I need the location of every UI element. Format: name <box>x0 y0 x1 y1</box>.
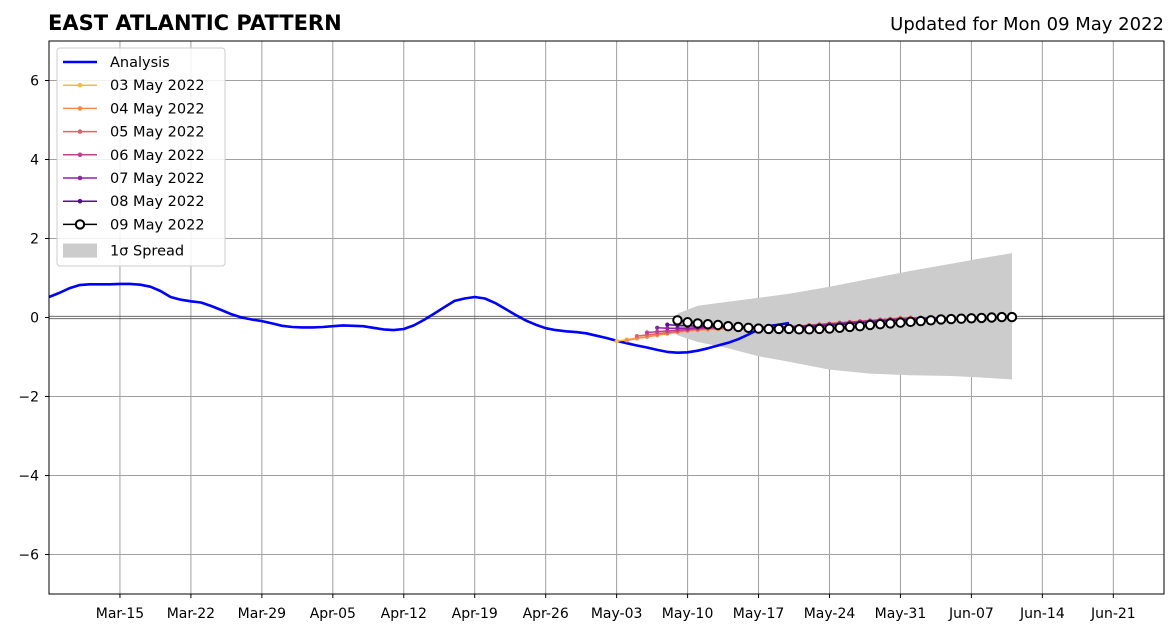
series-point <box>834 322 845 333</box>
legend-box <box>56 47 226 267</box>
x-tick-label: Apr-26 <box>523 606 569 622</box>
x-tick-label: May-03 <box>591 606 643 622</box>
legend-label: Analysis <box>110 55 170 71</box>
series-point <box>814 323 825 335</box>
legend-label: 06 May 2022 <box>110 148 205 164</box>
series-point <box>692 318 703 329</box>
chart-title: EAST ATLANTIC PATTERN <box>48 11 342 35</box>
y-tick-label: −4 <box>18 469 39 485</box>
series-point <box>733 321 744 333</box>
series-point <box>682 317 693 328</box>
legend-marker <box>77 106 83 111</box>
series-point <box>655 325 660 330</box>
series-point <box>844 321 855 333</box>
series-point <box>854 320 866 332</box>
legend-marker <box>77 152 83 158</box>
series-point <box>905 316 916 328</box>
series-point <box>956 313 967 324</box>
y-tick-label: −6 <box>18 548 39 564</box>
x-tick-label: Apr-05 <box>310 606 356 622</box>
series-point <box>945 313 957 325</box>
series-point <box>665 326 670 331</box>
series-point <box>915 315 926 327</box>
series-point <box>624 338 629 343</box>
legend-marker <box>77 129 83 134</box>
legend-label: 09 May 2022 <box>110 217 205 233</box>
series-point <box>743 322 754 333</box>
series-point <box>925 315 937 326</box>
axes: −6 −4 −2 0 2 4 6 Mar-15 Mar-22 Mar-29 Apr-05 Apr-12… <box>18 40 1165 622</box>
series-line-0 <box>48 282 790 355</box>
series-point <box>722 320 734 332</box>
x-tick-label: Jun-21 <box>1090 606 1136 622</box>
legend-label: 07 May 2022 <box>110 171 205 187</box>
series-point <box>712 319 724 331</box>
series-point <box>634 333 640 339</box>
series-point <box>773 323 785 335</box>
x-tick-label: May-17 <box>733 606 785 622</box>
series-layer <box>48 282 1018 355</box>
series-point <box>665 322 670 327</box>
x-tick-label: May-24 <box>804 606 856 622</box>
legend-marker <box>74 219 86 230</box>
x-tick-label: Apr-19 <box>452 606 498 622</box>
legend-spread-swatch <box>63 243 97 258</box>
x-tick-label: May-31 <box>875 606 927 622</box>
x-tick-label: Mar-22 <box>167 606 215 622</box>
series-point <box>996 311 1008 323</box>
legend-label: 1σ Spread <box>110 244 184 260</box>
legend-marker <box>77 175 83 181</box>
x-tick-label: Mar-15 <box>96 606 144 622</box>
series-point <box>783 323 795 335</box>
y-tick-label: 2 <box>30 232 39 248</box>
series-point <box>644 330 650 335</box>
series-point <box>966 313 977 324</box>
y-tick-label: 6 <box>30 74 39 90</box>
series-point <box>976 312 987 324</box>
series-point <box>614 339 619 344</box>
series-point <box>986 312 997 323</box>
spread-layer <box>677 253 1012 380</box>
series-point <box>655 329 660 334</box>
series-point <box>895 317 906 328</box>
legend: Analysis 03 May 2022 04 May 2022 05 May 202… <box>56 47 226 267</box>
legend-label: 05 May 2022 <box>110 125 205 141</box>
x-tick-label: Apr-12 <box>381 606 427 622</box>
y-tick-label: 4 <box>30 153 39 169</box>
series-point <box>702 319 714 330</box>
x-tick-label: Jun-07 <box>948 606 994 622</box>
series-point <box>885 318 896 329</box>
series-point <box>672 315 683 326</box>
plot-frame <box>48 40 1165 595</box>
series-point <box>824 323 835 334</box>
chart-subtitle: Updated for Mon 09 May 2022 <box>890 14 1164 35</box>
series-point <box>753 323 764 334</box>
legend-label: 04 May 2022 <box>110 101 205 117</box>
series-point <box>864 319 876 331</box>
spread-band <box>677 253 1012 380</box>
legend-label: 08 May 2022 <box>110 194 205 210</box>
legend-label: 03 May 2022 <box>110 78 205 94</box>
legend-marker <box>77 198 83 204</box>
x-tick-label: May-10 <box>662 606 714 622</box>
series-point <box>874 319 886 330</box>
series-point <box>793 324 805 335</box>
series-point <box>1006 311 1018 323</box>
series-point <box>935 314 947 325</box>
series-point <box>763 323 774 335</box>
y-tick-label: −2 <box>18 390 39 406</box>
y-tick-label: 0 <box>30 311 39 327</box>
legend-marker <box>77 82 83 88</box>
series-point <box>804 324 815 335</box>
x-tick-label: Jun-14 <box>1019 606 1065 622</box>
x-tick-label: Mar-29 <box>238 606 286 622</box>
